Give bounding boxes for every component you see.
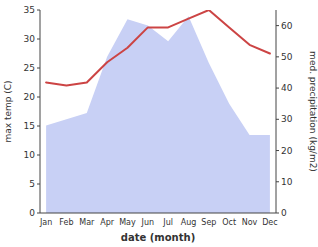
y-tick bbox=[37, 213, 40, 214]
y-tick bbox=[37, 10, 40, 11]
page: {"chart_data": {"type": "line", "xlabel"… bbox=[0, 0, 318, 247]
y-tick-label: 25 bbox=[24, 63, 35, 73]
x-tick-label: May bbox=[119, 218, 136, 227]
x-tick-label: Apr bbox=[100, 218, 115, 227]
x-tick-label: Jun bbox=[141, 218, 155, 227]
y-tick bbox=[37, 155, 40, 156]
x-tick-label: Jan bbox=[39, 218, 52, 227]
x-tick-label: Feb bbox=[59, 218, 73, 227]
y2-tick-label: 10 bbox=[281, 177, 293, 187]
left-axis-line bbox=[40, 10, 41, 213]
y-tick-label: 15 bbox=[24, 121, 35, 131]
chart-container: 0 5 10 15 20 25 30 35 0 10 20 30 40 50 60 Jan Feb Mar Apr M… bbox=[0, 0, 318, 247]
y-tick bbox=[37, 184, 40, 185]
y2-tick-label: 50 bbox=[281, 52, 293, 62]
y2-tick-label: 30 bbox=[281, 114, 293, 124]
precip-area bbox=[46, 16, 270, 213]
y2-axis-title: med. precipitation (kg/m2) bbox=[308, 51, 318, 172]
y2-tick-label: 20 bbox=[281, 146, 293, 156]
y2-tick bbox=[276, 56, 279, 57]
y2-tick bbox=[276, 181, 279, 182]
y-tick-label: 35 bbox=[24, 5, 35, 15]
y-tick-label: 30 bbox=[24, 34, 36, 44]
y-tick-label: 5 bbox=[29, 179, 35, 189]
x-axis-title: date (month) bbox=[121, 232, 195, 243]
y2-tick bbox=[276, 119, 279, 120]
axes bbox=[40, 10, 276, 213]
chart-svg: 0 5 10 15 20 25 30 35 0 10 20 30 40 50 60 Jan Feb Mar Apr M… bbox=[0, 0, 318, 247]
right-axis-line bbox=[276, 10, 277, 213]
x-tick-label: Dec bbox=[262, 218, 277, 227]
y2-tick bbox=[276, 150, 279, 151]
x-tick-label: Nov bbox=[242, 218, 258, 227]
y-tick bbox=[37, 126, 40, 127]
x-tick-label: Sep bbox=[201, 218, 216, 227]
plot-area bbox=[46, 10, 270, 213]
texts: 0 5 10 15 20 25 30 35 0 10 20 30 40 50 60 Jan Feb Mar Apr M… bbox=[3, 5, 318, 243]
x-tick-label: Aug bbox=[181, 218, 197, 227]
temp-line bbox=[46, 10, 270, 85]
y2-tick-label: 40 bbox=[281, 83, 293, 93]
x-tick-label: Oct bbox=[222, 218, 236, 227]
y-tick bbox=[37, 97, 40, 98]
y-axis-title: max temp (C) bbox=[3, 80, 13, 142]
y-tick bbox=[37, 39, 40, 40]
y-tick bbox=[37, 68, 40, 69]
y-tick-label: 0 bbox=[29, 208, 35, 218]
y2-tick-label: 60 bbox=[281, 21, 293, 31]
x-tick-label: Mar bbox=[79, 218, 95, 227]
y2-tick bbox=[276, 88, 279, 89]
y2-tick-label: 0 bbox=[281, 208, 287, 218]
bottom-axis-line bbox=[40, 213, 276, 214]
x-tick-label: Jul bbox=[162, 218, 173, 227]
y2-tick bbox=[276, 213, 279, 214]
y-tick-label: 20 bbox=[24, 92, 36, 102]
y2-tick bbox=[276, 25, 279, 26]
y-tick-label: 10 bbox=[24, 150, 36, 160]
